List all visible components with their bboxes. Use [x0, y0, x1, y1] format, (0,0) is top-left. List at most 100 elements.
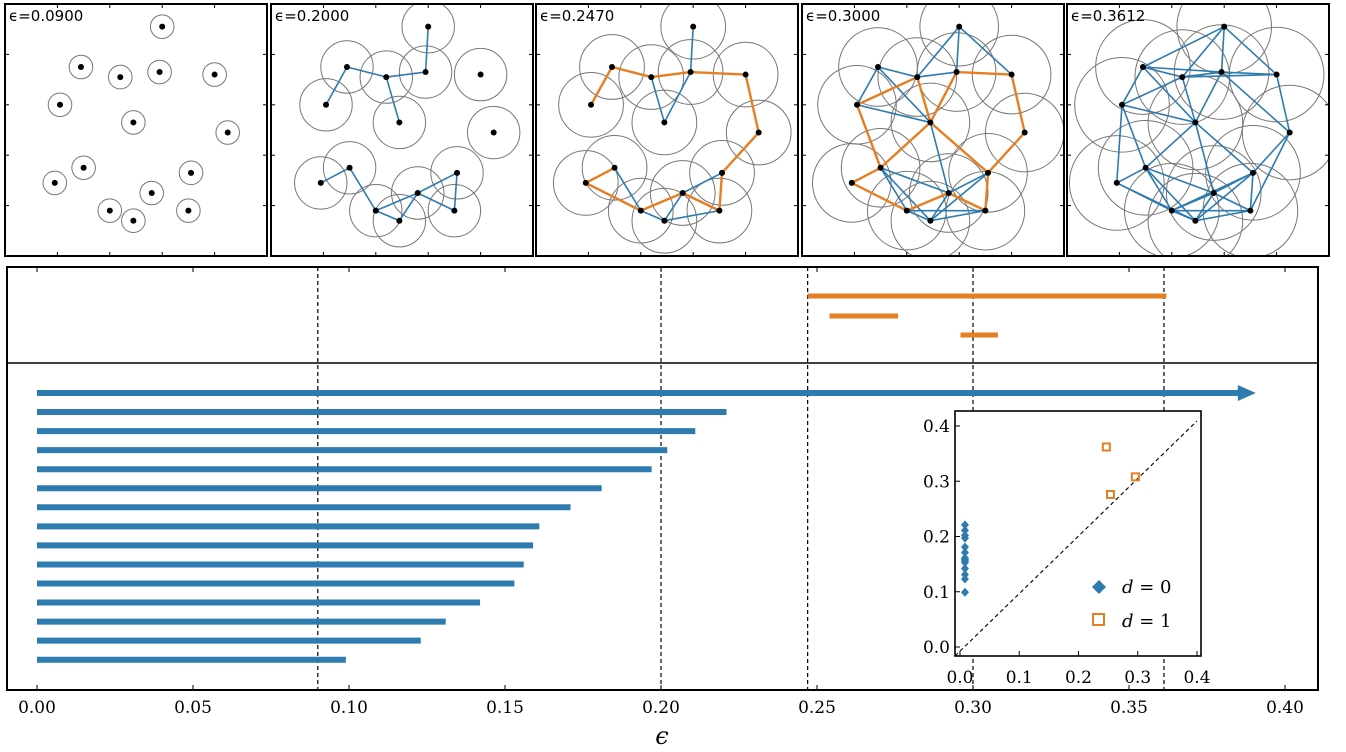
data-point: [383, 74, 390, 81]
data-point: [848, 179, 855, 186]
edge: [906, 209, 931, 222]
loop-edge: [585, 181, 642, 212]
edge: [1171, 209, 1196, 222]
data-point: [1210, 190, 1217, 196]
ball: [139, 180, 165, 206]
edge: [1121, 76, 1183, 106]
ball: [725, 99, 792, 166]
edge: [930, 209, 986, 222]
data-point: [874, 64, 881, 70]
edge: [948, 172, 989, 194]
d0-point: [960, 587, 969, 597]
ball: [689, 139, 755, 206]
data-point: [985, 169, 992, 176]
edge: [650, 76, 666, 123]
data-point: [687, 69, 694, 76]
loop-edge: [718, 172, 724, 211]
ball: [68, 54, 94, 80]
x-tick-label: 0.25: [798, 698, 836, 718]
inset-y-tick-label: 0.2: [923, 528, 950, 548]
edge: [375, 209, 400, 222]
ball: [890, 180, 971, 256]
data-point: [148, 190, 155, 196]
edge: [417, 192, 455, 212]
edge: [1171, 192, 1215, 212]
loop-edge: [906, 191, 950, 212]
edge: [1145, 167, 1196, 222]
d1-point: [1105, 490, 1115, 500]
data-point: [422, 69, 429, 76]
panel-label: ϵ=0.2470: [540, 7, 614, 25]
ball: [320, 40, 374, 94]
data-point: [927, 119, 934, 126]
ball: [294, 156, 348, 210]
ball: [430, 146, 484, 200]
infinite-arrow-head: [1237, 385, 1256, 401]
data-point: [159, 23, 166, 30]
edge: [1121, 66, 1144, 106]
x-tick-label: 0.40: [1266, 698, 1304, 718]
data-point: [945, 190, 952, 196]
data-point: [953, 69, 960, 76]
data-point: [346, 164, 353, 171]
edge: [877, 66, 931, 123]
data-point: [343, 64, 350, 70]
loop-edge: [589, 66, 614, 106]
edge: [1194, 192, 1215, 222]
edge: [1213, 192, 1251, 212]
legend-eq: = 1: [1134, 611, 1172, 632]
data-point: [1192, 119, 1199, 126]
data-point: [211, 71, 218, 78]
loop-edge: [640, 191, 684, 212]
inset-x-tick-label: 0.1: [1006, 668, 1033, 688]
ball: [811, 143, 892, 223]
ball: [149, 14, 175, 39]
barcode-chart: 0.00 0.05 0.10 0.15 0.20 0.25 0.30 0.35 0.40 ϵ: [6, 266, 1319, 750]
d0-point: [960, 530, 969, 540]
inset-x-tick-label: 0.0: [946, 668, 973, 688]
loop-edge: [916, 76, 932, 123]
barcode-frame: [6, 266, 1319, 691]
inset-x-tick-label: 0.4: [1183, 668, 1210, 688]
ball: [558, 71, 624, 138]
data-point: [156, 69, 163, 76]
ball: [1147, 172, 1244, 256]
data-point: [57, 101, 64, 108]
edge: [929, 192, 950, 222]
x-tick-label: 0.05: [174, 698, 212, 718]
edge: [385, 76, 401, 123]
d0-point: [960, 542, 969, 552]
ball: [877, 37, 958, 117]
snapshot-panel-4: ϵ=0.3000: [801, 3, 1065, 257]
data-point: [661, 217, 668, 224]
d0-point: [960, 570, 969, 580]
snapshot-content: [1068, 4, 1329, 256]
snapshot-content: [811, 4, 1064, 256]
edge: [1194, 71, 1223, 123]
x-tick-label: 0.35: [1110, 698, 1148, 718]
ball: [372, 95, 427, 150]
data-point: [903, 207, 910, 214]
edge: [955, 26, 960, 73]
loop-edge: [585, 166, 616, 184]
ball: [660, 4, 727, 60]
ball: [631, 187, 698, 254]
edge: [348, 167, 377, 212]
data-point: [1142, 164, 1149, 171]
legend-marker-d1: [1092, 613, 1105, 626]
edge: [1144, 167, 1173, 212]
data-point: [982, 207, 989, 214]
snapshot-content: [294, 4, 521, 248]
edge: [1220, 26, 1225, 73]
loop-edge: [948, 191, 986, 212]
diagonal-line: [954, 420, 1198, 657]
ball: [971, 34, 1052, 115]
ball: [322, 141, 377, 195]
ball: [579, 34, 645, 100]
legend-marker-d0: [1092, 580, 1106, 594]
edge: [1275, 74, 1291, 133]
edge: [1121, 104, 1196, 124]
panel-label: ϵ=0.2000: [275, 7, 349, 25]
edge: [682, 172, 723, 194]
data-point: [690, 23, 697, 30]
